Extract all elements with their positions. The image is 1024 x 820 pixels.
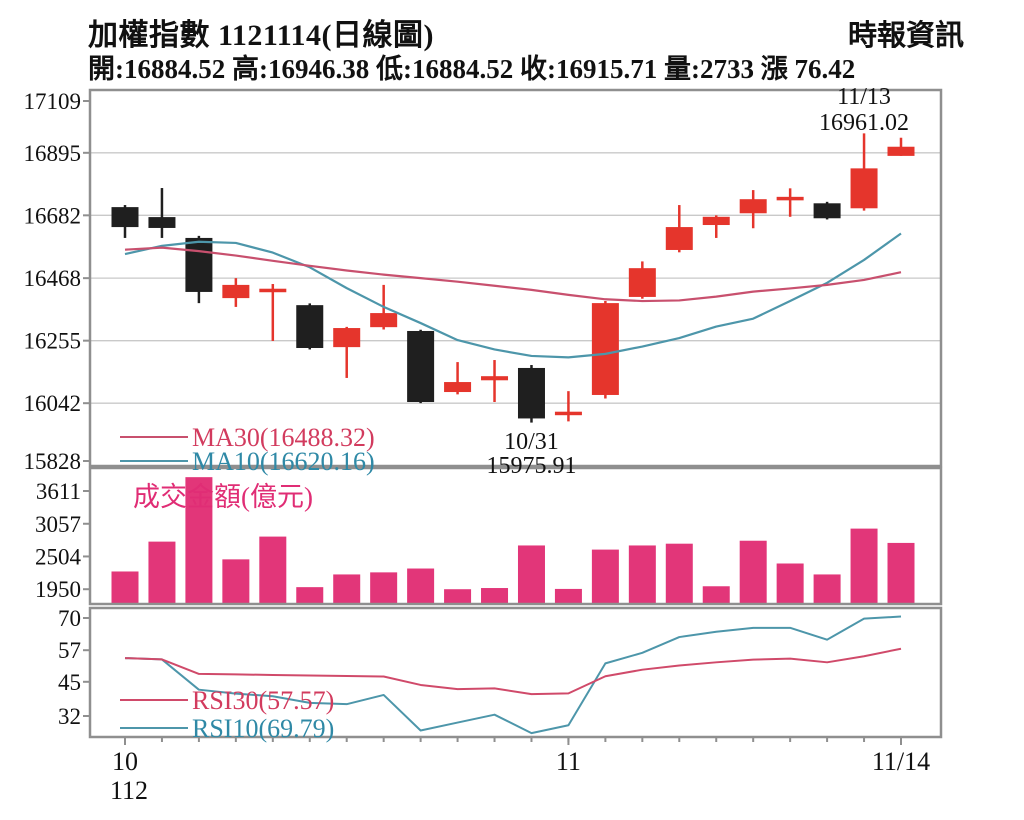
volume-bar-21 — [887, 542, 915, 603]
main-axis-tick-label-16468: 16468 — [24, 266, 82, 291]
candle-body-7 — [370, 313, 398, 328]
legend-ma30-label: MA30(16488.32) — [192, 423, 375, 452]
legend-rsi30-label: RSI30(57.57) — [192, 686, 334, 715]
volume-bar-4 — [259, 536, 287, 603]
ohlc-summary: 開:16884.52 高:16946.38 低:16884.52 收:16915… — [88, 54, 856, 84]
volume-bar-1 — [148, 541, 176, 603]
volume-bar-20 — [850, 528, 878, 603]
volume-bar-8 — [407, 568, 435, 603]
rsi-axis-tick-label-32: 32 — [58, 704, 81, 729]
candle-body-2 — [185, 237, 213, 292]
volume-axis-tick-label-3057: 3057 — [35, 512, 81, 537]
candle-body-19 — [813, 203, 841, 219]
volume-bar-5 — [296, 587, 324, 603]
candle-body-1 — [148, 217, 176, 228]
candle-body-3 — [222, 284, 250, 299]
candle-body-21 — [887, 146, 915, 156]
candle-body-8 — [407, 330, 435, 403]
candle-body-10 — [481, 376, 509, 381]
candle-body-13 — [591, 303, 619, 395]
ma30-line — [124, 246, 902, 303]
main-axis-tick-label-16255: 16255 — [24, 329, 82, 354]
annotation-high-line2: 16961.02 — [819, 110, 909, 136]
rsi-axis-tick-label-45: 45 — [58, 670, 81, 695]
rsi-panel-border — [88, 606, 943, 739]
annotation-low-line2: 15975.91 — [486, 453, 576, 479]
volume-axis-tick-label-1950: 1950 — [35, 577, 81, 602]
volume-bar-7 — [370, 572, 398, 603]
candle-body-12 — [554, 411, 582, 416]
annotation-high-line1: 11/13 — [837, 84, 891, 110]
legend-ma10-label: MA10(16620.16) — [192, 447, 375, 476]
candle-body-20 — [850, 168, 878, 209]
volume-bar-18 — [776, 563, 804, 603]
legend-volume: 成交金額(億元) — [133, 482, 313, 512]
candle-body-11 — [517, 367, 545, 419]
volume-bar-12 — [554, 588, 582, 603]
volume-panel-border — [88, 466, 943, 606]
candle-body-5 — [296, 305, 324, 349]
main-axis-tick-label-15828: 15828 — [24, 449, 82, 474]
legend-rsi10-label: RSI10(69.79) — [192, 714, 334, 743]
volume-axis-tick-label-3611: 3611 — [36, 479, 81, 504]
volume-bar-13 — [591, 549, 619, 603]
volume-bar-17 — [739, 540, 767, 603]
x-tick-label-10: 10 — [112, 747, 138, 776]
source-label: 時報資訊 — [847, 20, 964, 52]
main-axis-tick-label-16895: 16895 — [24, 141, 82, 166]
candle-body-9 — [444, 382, 472, 393]
candle-body-17 — [739, 199, 767, 214]
volume-bar-15 — [665, 543, 693, 603]
volume-bar-9 — [444, 589, 472, 603]
candle-body-15 — [665, 227, 693, 250]
volume-bar-3 — [222, 559, 250, 603]
ma10-line — [124, 232, 902, 359]
candle-body-18 — [776, 196, 804, 201]
candle-body-14 — [628, 268, 656, 297]
volume-bar-10 — [481, 588, 509, 603]
rsi-axis-tick-label-57: 57 — [58, 638, 81, 663]
candle-body-4 — [259, 288, 287, 293]
volume-bar-2 — [185, 477, 213, 603]
rsi30-line — [124, 647, 902, 696]
volume-bar-16 — [702, 586, 730, 603]
annotation-low-line1: 10/31 — [504, 429, 559, 455]
x-year-label: 112 — [110, 776, 148, 805]
candle-body-16 — [702, 216, 730, 226]
rsi-axis-tick-label-70: 70 — [58, 606, 81, 631]
main-axis-tick-label-16682: 16682 — [24, 203, 82, 228]
main-axis-tick-label-17109: 17109 — [24, 89, 82, 114]
volume-bar-11 — [517, 545, 545, 603]
candle-body-6 — [333, 328, 361, 348]
x-tick-label-11: 11 — [556, 747, 581, 776]
rsi10-line — [124, 615, 902, 735]
volume-bar-14 — [628, 545, 656, 603]
candle-body-0 — [111, 207, 139, 228]
chart-title: 加權指數 1121114(日線圖) — [88, 19, 435, 52]
volume-bar-0 — [111, 571, 139, 603]
volume-bar-6 — [333, 574, 361, 603]
main-axis-tick-label-16042: 16042 — [24, 391, 82, 416]
x-tick-label-11/14: 11/14 — [872, 747, 930, 776]
volume-bar-19 — [813, 574, 841, 603]
volume-axis-tick-label-2504: 2504 — [35, 544, 82, 569]
